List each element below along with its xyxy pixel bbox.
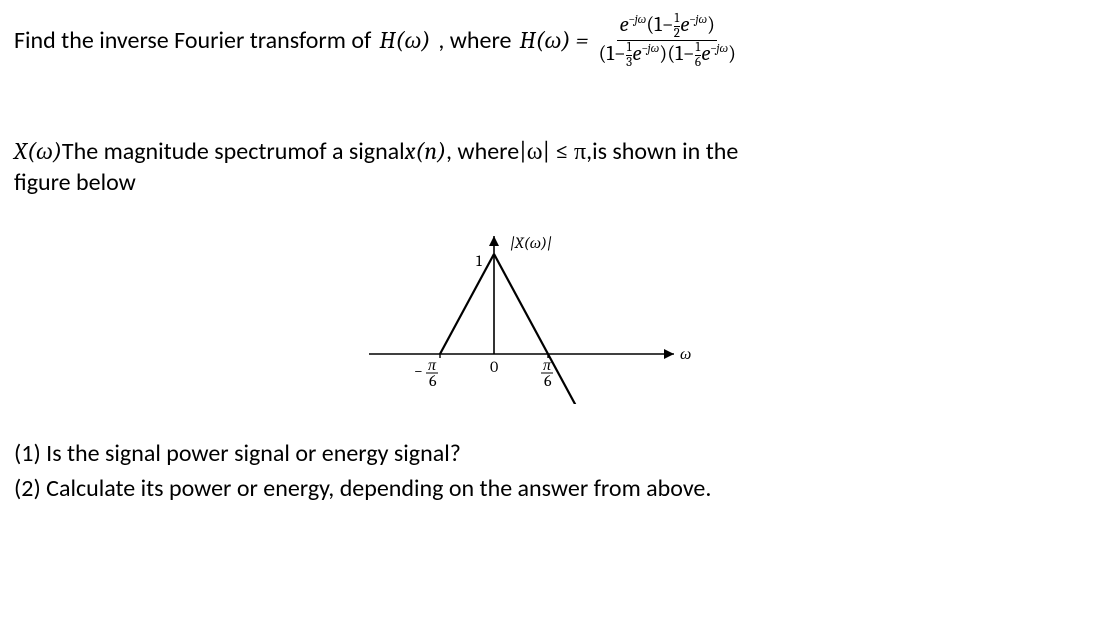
svg-text:|X(ω)|: |X(ω)| [510, 234, 552, 252]
svg-text:−: − [414, 362, 423, 380]
num-close: ) [707, 13, 715, 37]
question-2: (2) Calculate its power or energy, depen… [14, 472, 1086, 507]
den-close1: )(1− [659, 42, 694, 66]
svg-text:6: 6 [429, 372, 437, 390]
p1-prefix: Find the inverse Fourier transform of [14, 25, 371, 56]
question-1: (1) Is the signal power signal or energy… [14, 437, 1086, 472]
problem2-line1: X(ω) The magnitude spectrum of a signal … [14, 136, 1086, 167]
p2-t4: ,is shown in the [586, 136, 738, 167]
num-exp2: −jω [689, 13, 707, 27]
den-close2: ) [728, 42, 736, 66]
p1-frac-den: (1−13e−jω)(1−16e−jω) [596, 41, 738, 69]
p1-lhs: H(ω) [379, 25, 430, 56]
num-exp1: −jω [629, 13, 647, 27]
p1-mid: , where [438, 25, 511, 56]
num-e1: e [619, 13, 628, 37]
figure-wrap: |X(ω)|ω10−π6π6 [14, 204, 1100, 409]
den-e1: e [632, 42, 641, 66]
p2-t1: The magnitude spectrum [62, 136, 307, 167]
svg-text:6: 6 [544, 372, 552, 390]
problem1-line: Find the inverse Fourier transform of H(… [14, 12, 1086, 70]
p2-t2: of a signal [307, 136, 405, 167]
questions: (1) Is the signal power signal or energy… [14, 437, 1086, 507]
svg-text:0: 0 [490, 358, 498, 376]
svg-text:1: 1 [476, 252, 482, 270]
num-open: (1− [646, 13, 673, 37]
den-exp2: −jω [710, 42, 728, 56]
problem2-line2: figure below [14, 167, 1086, 198]
den-exp1: −jω [642, 42, 660, 56]
p1-fraction: e−jω(1−12e−jω) (1−13e−jω)(1−16e−jω) [596, 12, 738, 70]
p2-lead: X(ω) [14, 136, 62, 167]
p1-rhs-lhs: H(ω) = [519, 25, 588, 56]
svg-text:ω: ω [680, 345, 691, 363]
p2-sig: x(n) [405, 136, 446, 167]
p1-frac-num: e−jω(1−12e−jω) [617, 12, 717, 41]
p2-t3: , where [446, 136, 519, 167]
p2-cond: |ω| ≤ π [519, 136, 586, 167]
spectrum-figure: |X(ω)|ω10−π6π6 [344, 204, 704, 404]
den-open1: (1− [598, 42, 625, 66]
p2-t5: figure below [14, 167, 136, 198]
